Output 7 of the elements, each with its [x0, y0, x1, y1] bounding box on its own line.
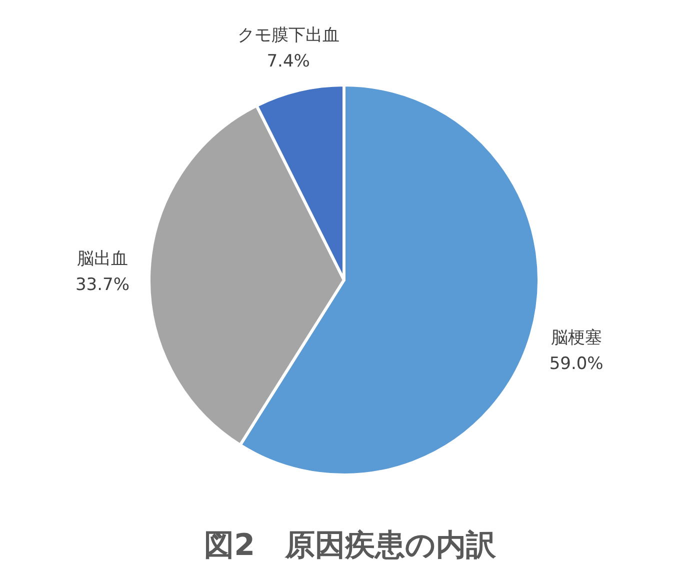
slice-label: クモ膜下出血: [237, 26, 340, 46]
text: 図2 原因疾患の内訳: [204, 528, 497, 563]
data-label: 7.4%: [266, 52, 310, 72]
slice-label: 脳出血: [76, 249, 128, 270]
slice-label: 脳梗塞: [550, 328, 602, 348]
data-label: 59.0%: [549, 354, 604, 374]
data-label: 33.7%: [75, 275, 130, 296]
